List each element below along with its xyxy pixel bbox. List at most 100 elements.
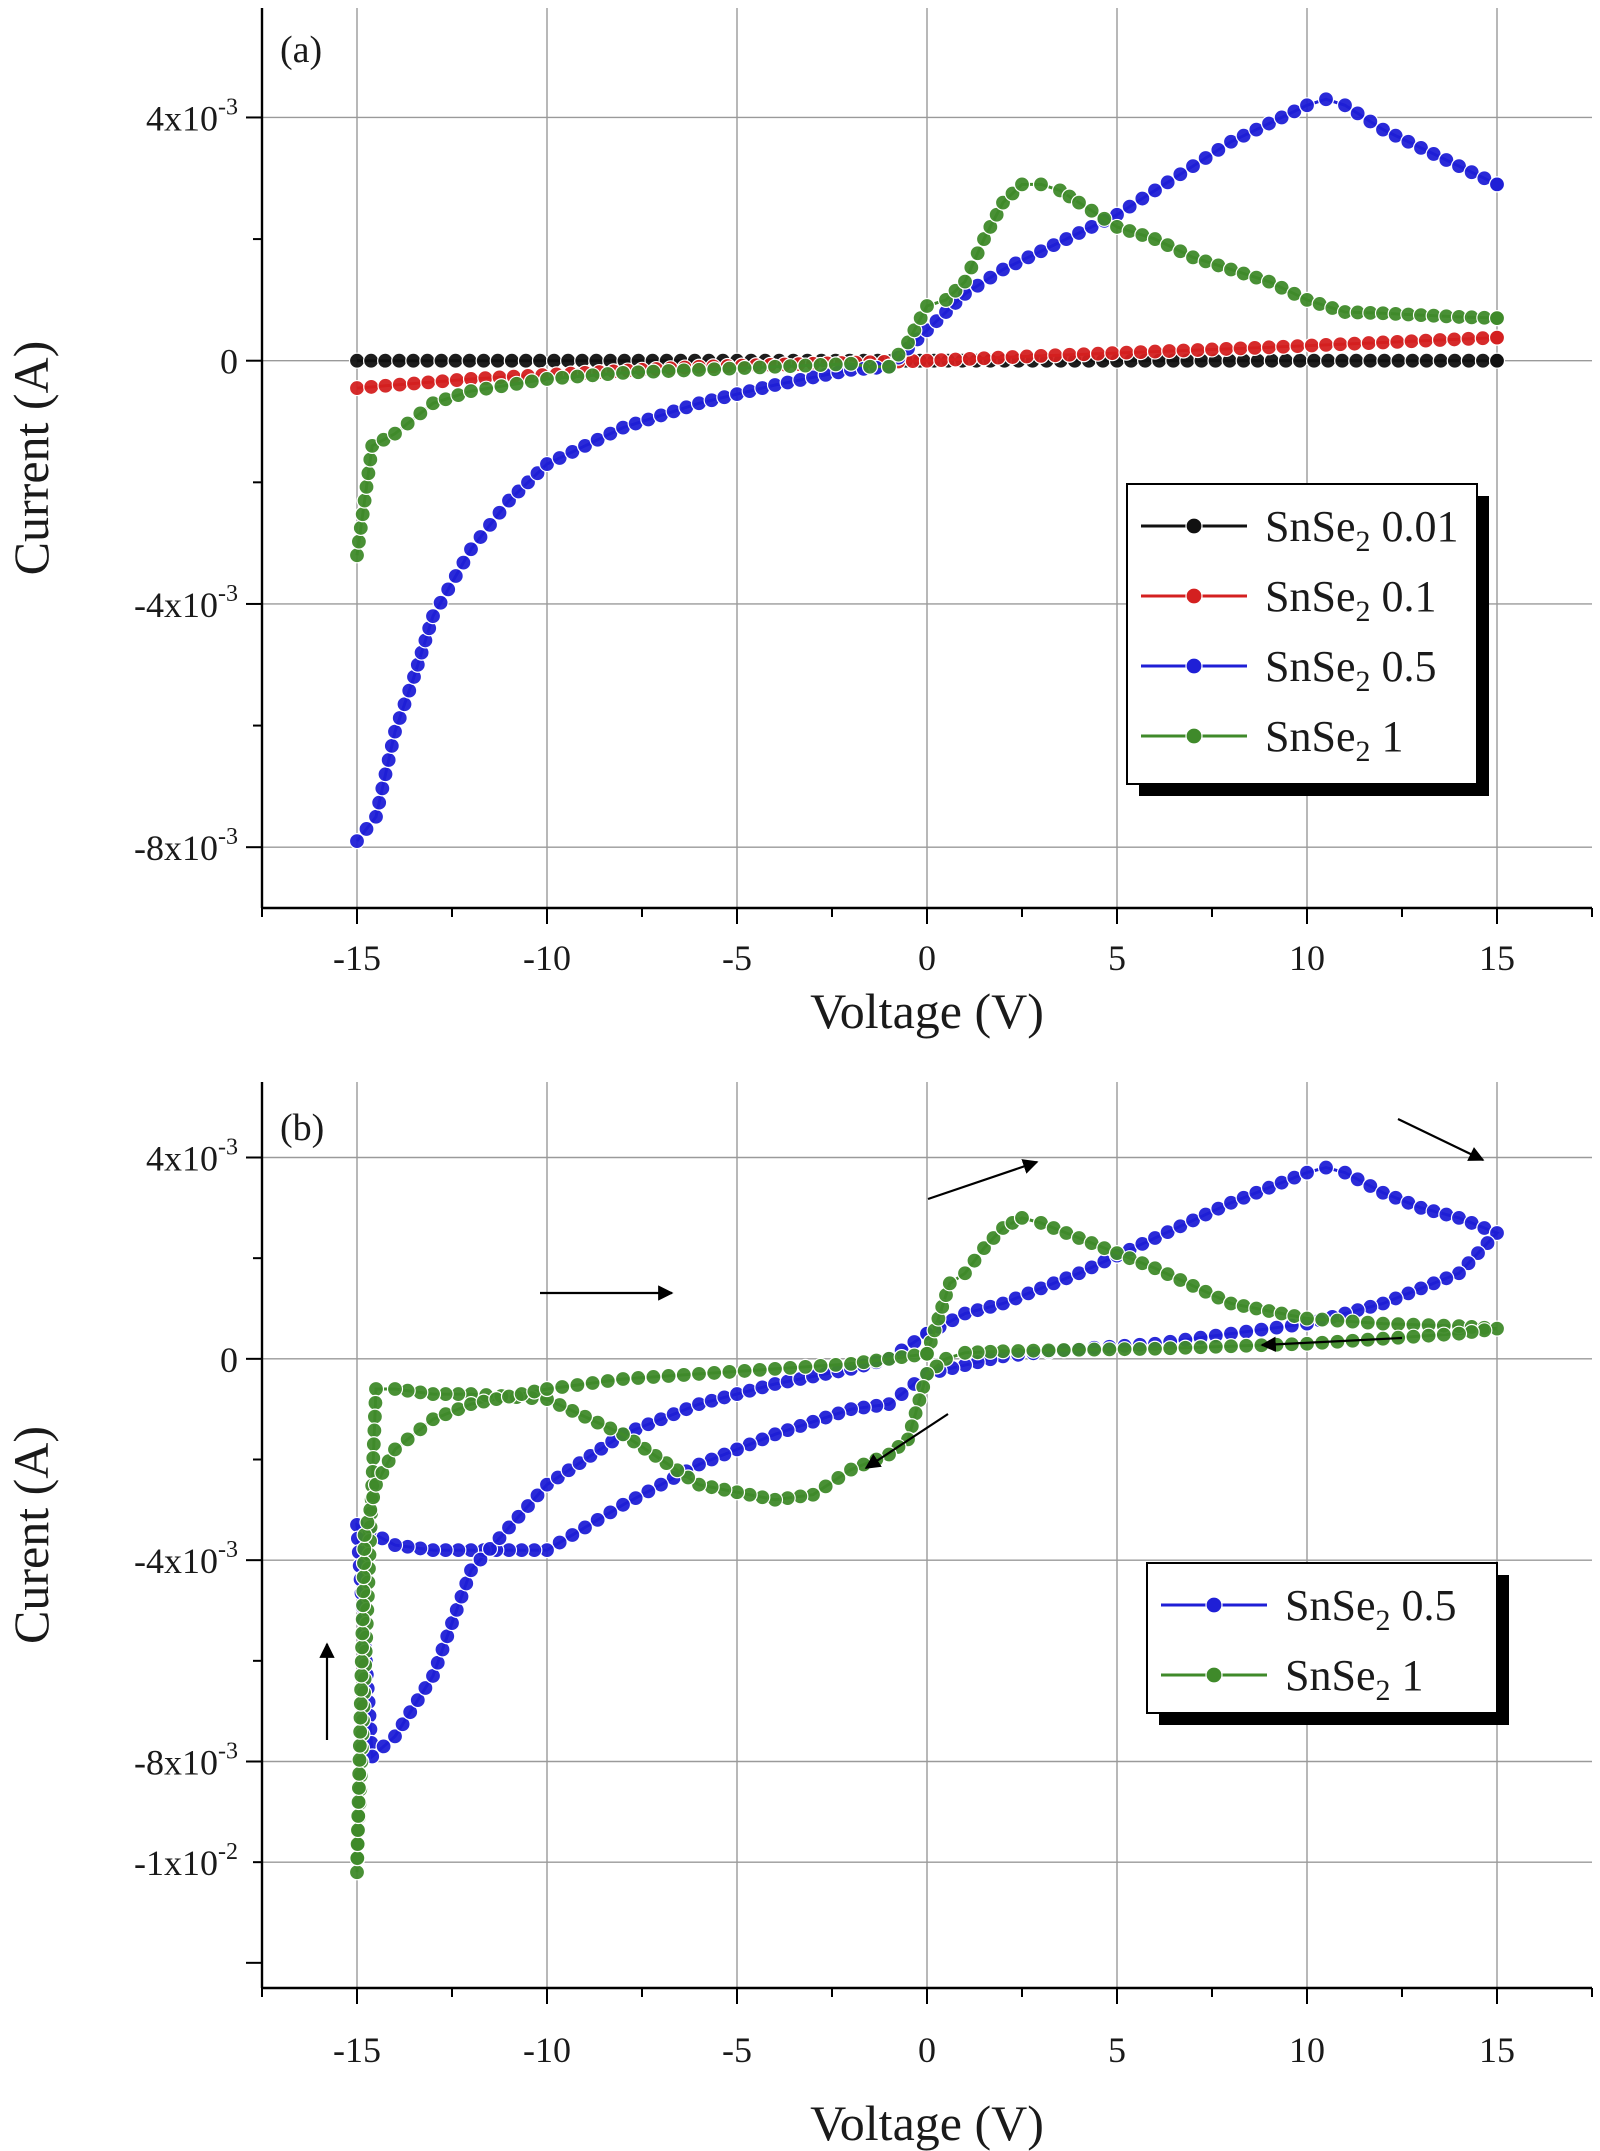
data-point xyxy=(371,794,388,811)
data-point xyxy=(1146,1340,1164,1357)
data-point xyxy=(1376,352,1393,369)
data-point xyxy=(599,365,616,383)
data-point xyxy=(569,368,586,385)
data-point xyxy=(489,352,506,369)
data-point xyxy=(975,1239,993,1257)
data-point xyxy=(645,363,662,380)
data-point xyxy=(1362,352,1379,369)
data-point xyxy=(1268,1319,1285,1336)
data-point xyxy=(386,1536,404,1554)
data-point xyxy=(1460,330,1477,347)
data-point xyxy=(880,358,898,375)
data-point xyxy=(1083,202,1100,219)
data-point xyxy=(1013,1209,1031,1227)
legend-box xyxy=(1126,483,1478,785)
data-point xyxy=(1389,333,1406,350)
data-point xyxy=(1192,1339,1209,1356)
data-point xyxy=(1210,141,1227,158)
data-point xyxy=(1146,182,1164,199)
data-point xyxy=(1329,1312,1346,1329)
data-point xyxy=(355,1583,372,1600)
data-point xyxy=(367,808,385,825)
data-point xyxy=(1334,352,1351,369)
legend-label: SnSe2 0.5 xyxy=(1265,642,1436,698)
legend-marker xyxy=(1185,657,1203,675)
data-point xyxy=(1336,97,1354,114)
data-point xyxy=(982,269,999,286)
y-tick-label: 4x10-3 xyxy=(146,94,238,138)
sweep-arrow xyxy=(1397,1118,1485,1161)
data-point xyxy=(391,376,408,393)
data-point xyxy=(478,380,495,397)
data-point xyxy=(1040,1342,1057,1359)
y-tick-label: -1x10-2 xyxy=(134,1839,238,1883)
data-point xyxy=(918,297,936,315)
y-axis-label: Current (A) xyxy=(3,341,59,576)
data-point xyxy=(1132,344,1149,361)
data-point xyxy=(475,352,492,369)
data-point xyxy=(355,1555,373,1572)
data-point xyxy=(842,1461,860,1478)
data-point xyxy=(1275,338,1292,355)
data-point xyxy=(1161,342,1178,360)
data-point xyxy=(1101,1341,1118,1358)
data-point xyxy=(554,1378,571,1396)
data-point xyxy=(462,541,480,558)
data-point xyxy=(652,1476,670,1493)
data-point xyxy=(956,1265,974,1282)
data-point xyxy=(493,378,510,395)
data-point xyxy=(432,594,449,611)
data-point xyxy=(350,1779,367,1797)
data-point xyxy=(1013,176,1031,193)
x-tick-label: 0 xyxy=(918,938,936,978)
sweep-arrow xyxy=(864,1413,949,1469)
data-point xyxy=(348,833,366,850)
data-point xyxy=(589,1511,606,1529)
data-point xyxy=(447,352,464,369)
data-point xyxy=(1222,1338,1240,1355)
data-point xyxy=(365,1436,382,1453)
data-point xyxy=(377,352,394,369)
data-point xyxy=(367,1394,384,1411)
data-point xyxy=(1317,91,1335,108)
data-point xyxy=(969,245,986,262)
panel-label: (b) xyxy=(280,1107,324,1149)
data-point xyxy=(1460,352,1477,369)
data-point xyxy=(1298,97,1316,114)
data-point xyxy=(1488,329,1506,346)
data-point xyxy=(751,359,768,376)
data-point xyxy=(675,1366,692,1384)
x-tick-label: 15 xyxy=(1479,938,1515,978)
data-point xyxy=(375,1738,392,1755)
legend-label: SnSe2 1 xyxy=(1285,1651,1423,1707)
data-point xyxy=(349,1836,366,1853)
y-tick-label: -4x10-3 xyxy=(134,1537,238,1581)
data-point xyxy=(348,352,366,369)
data-point xyxy=(956,1344,974,1361)
x-axis-label: Voltage (V) xyxy=(810,983,1044,1039)
data-point xyxy=(963,259,980,276)
data-point xyxy=(517,352,534,369)
data-point xyxy=(1246,339,1263,356)
legend-box xyxy=(1146,1562,1498,1714)
data-point xyxy=(736,359,753,377)
data-point xyxy=(1260,339,1278,356)
data-point xyxy=(830,1469,847,1487)
data-point xyxy=(353,1653,370,1670)
data-point xyxy=(827,1356,844,1373)
data-point xyxy=(1159,174,1176,191)
data-point xyxy=(1146,343,1164,360)
data-point xyxy=(630,364,647,381)
data-point xyxy=(554,369,571,386)
data-point xyxy=(1344,1313,1361,1330)
data-point xyxy=(1298,1164,1316,1181)
data-point xyxy=(394,1716,411,1733)
data-point xyxy=(1253,1321,1270,1338)
data-point xyxy=(1446,352,1463,369)
data-point xyxy=(1055,1341,1072,1359)
data-point xyxy=(350,1793,367,1811)
x-tick-label: 15 xyxy=(1479,2030,1515,2070)
data-point xyxy=(1238,1337,1255,1354)
data-point xyxy=(354,506,371,523)
data-point xyxy=(782,358,799,375)
